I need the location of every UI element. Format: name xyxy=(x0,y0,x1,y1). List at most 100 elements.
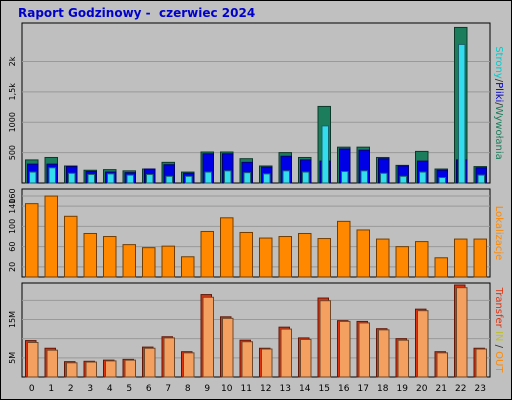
x-tick-label: 22 xyxy=(455,384,466,394)
bar-lokalizacje xyxy=(181,256,195,278)
bar-transfer_out xyxy=(358,322,370,378)
y-tick-label: 1,5k xyxy=(8,83,17,101)
right-label-hits-part: Pliki xyxy=(493,82,504,102)
bar-lokalizacje xyxy=(161,245,175,278)
bar-lokalizacje xyxy=(200,230,214,278)
bar-pliki xyxy=(477,174,485,184)
bar-lokalizacje xyxy=(103,236,117,278)
bar-pliki xyxy=(29,171,37,184)
x-tick-label: 21 xyxy=(436,384,447,394)
x-tick-label: 6 xyxy=(146,384,152,394)
bar-lokalizacje xyxy=(434,257,448,278)
bar-pliki xyxy=(438,177,446,184)
x-tick-label: 18 xyxy=(377,384,389,394)
x-tick-label: 1 xyxy=(48,384,54,394)
bar-lokalizacje xyxy=(142,247,156,278)
x-tick-label: 5 xyxy=(126,384,132,394)
x-tick-label: 9 xyxy=(204,384,210,394)
bar-lokalizacje xyxy=(25,203,39,278)
bar-lokalizacje xyxy=(83,232,97,278)
bar-transfer_out xyxy=(163,337,175,378)
y-tick-label: 60 xyxy=(8,242,17,252)
bar-pliki xyxy=(360,170,368,184)
bar-pliki xyxy=(204,171,212,184)
x-tick-label: 10 xyxy=(221,384,233,394)
bar-lokalizacje xyxy=(239,231,253,278)
bar-transfer_out xyxy=(85,361,97,378)
bar-transfer_out xyxy=(261,348,273,378)
x-tick-label: 7 xyxy=(165,384,171,394)
right-label-transfer-part: OUT xyxy=(493,351,504,373)
x-tick-label: 16 xyxy=(338,384,350,394)
plot-area-locations xyxy=(21,188,491,278)
bar-pliki xyxy=(224,170,232,184)
bar-lokalizacje xyxy=(376,238,390,278)
right-label-locations: Lokalizacje xyxy=(493,206,504,261)
x-tick-label: 23 xyxy=(475,384,486,394)
y-tick-label: 5M xyxy=(8,352,17,364)
x-tick-label: 14 xyxy=(299,384,311,394)
bar-lokalizacje xyxy=(64,215,78,278)
bar-pliki xyxy=(165,175,173,184)
x-tick-label: 8 xyxy=(185,384,191,394)
bar-transfer_out xyxy=(222,317,234,378)
bar-lokalizacje xyxy=(356,229,370,278)
y-tick-label: 20 xyxy=(8,262,17,272)
right-label-transfer: Transfer IN / OUT xyxy=(493,287,504,374)
y-tick-label: 15M xyxy=(8,311,17,328)
bar-transfer_out xyxy=(144,347,156,378)
bar-lokalizacje xyxy=(454,238,468,278)
x-tick-label: 20 xyxy=(416,384,428,394)
right-label-transfer-part: IN xyxy=(493,328,504,345)
bar-transfer_out xyxy=(241,341,253,378)
bar-pliki xyxy=(282,170,290,184)
right-label-hits-part: Wywołania xyxy=(493,106,504,160)
x-tick-label: 19 xyxy=(397,384,409,394)
bar-pliki xyxy=(458,43,466,184)
bar-lokalizacje xyxy=(259,237,273,278)
y-tick-label: 140 xyxy=(8,199,17,214)
x-tick-label: 0 xyxy=(29,384,35,394)
bar-lokalizacje xyxy=(415,241,429,278)
y-tick-label: 160 xyxy=(8,188,17,203)
y-tick-label: 1000 xyxy=(8,112,17,132)
report-title: Raport Godzinowy - czerwiec 2024 xyxy=(18,6,256,20)
x-tick-label: 12 xyxy=(260,384,271,394)
x-axis-labels: 0 1 2 3 4 5 6 7 8 9 10 11 12 13 14 15 16 17 18 19 20 21 22 23 xyxy=(29,384,486,394)
bar-lokalizacje xyxy=(298,232,312,278)
bar-transfer_out xyxy=(46,349,58,378)
bar-pliki xyxy=(302,171,310,184)
y-tick-label: 500 xyxy=(8,145,17,160)
bar-transfer_out xyxy=(339,320,351,378)
bar-lokalizacje xyxy=(122,244,136,278)
bar-lokalizacje xyxy=(395,246,409,278)
bar-transfer_out xyxy=(378,329,390,378)
right-label-transfer-part: Transfer xyxy=(493,287,504,329)
bar-lokalizacje xyxy=(220,217,234,278)
bar-pliki xyxy=(48,167,56,184)
bar-pliki xyxy=(380,172,388,184)
bar-lokalizacje xyxy=(473,238,487,278)
bar-transfer_out xyxy=(105,360,117,378)
bar-pliki xyxy=(341,170,349,184)
x-tick-label: 3 xyxy=(87,384,93,394)
y-tick-label: 2k xyxy=(8,56,17,66)
bar-pliki xyxy=(321,125,329,184)
bar-transfer_out xyxy=(475,348,487,378)
bar-lokalizacje xyxy=(317,238,331,278)
x-tick-label: 17 xyxy=(358,384,369,394)
bar-transfer_out xyxy=(183,352,195,378)
bar-transfer_out xyxy=(319,300,331,378)
right-label-hits-part: / xyxy=(493,102,504,106)
right-label-hits-part: Strony xyxy=(493,46,504,79)
right-label-locations-part: Lokalizacje xyxy=(493,206,504,261)
bar-pliki xyxy=(126,174,134,184)
bar-pliki xyxy=(399,175,407,184)
bar-transfer_out xyxy=(124,359,136,378)
bar-pliki xyxy=(146,173,154,184)
x-tick-label: 11 xyxy=(241,384,252,394)
x-tick-label: 13 xyxy=(280,384,291,394)
bar-transfer_out xyxy=(27,342,39,378)
